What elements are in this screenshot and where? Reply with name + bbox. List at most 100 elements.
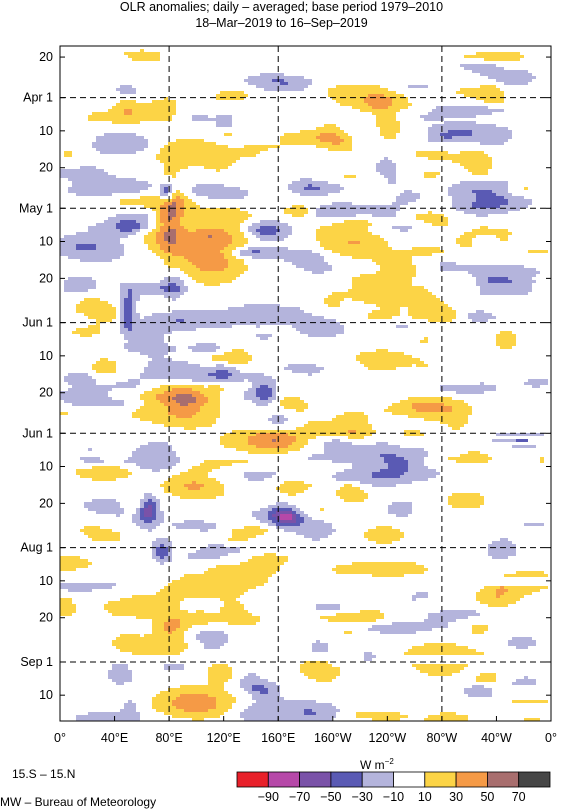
anomaly-cell [172, 202, 176, 205]
anomaly-cell [164, 391, 200, 394]
anomaly-cell [292, 190, 340, 193]
anomaly-cell [164, 202, 172, 205]
anomaly-cell [392, 202, 408, 205]
anomaly-cell [252, 685, 264, 688]
anomaly-cell [80, 334, 92, 337]
anomaly-cell [84, 502, 120, 505]
anomaly-cell [336, 490, 364, 493]
anomaly-cell [496, 235, 508, 238]
anomaly-cell [280, 490, 304, 493]
anomaly-cell [156, 220, 160, 223]
anomaly-cell [64, 151, 72, 154]
anomaly-cell [152, 514, 156, 517]
anomaly-cell [316, 235, 380, 238]
anomaly-cell [256, 403, 268, 406]
anomaly-cell [464, 211, 508, 214]
anomaly-cell [152, 499, 160, 502]
anomaly-cell [368, 313, 400, 316]
anomaly-cell [88, 535, 120, 538]
anomaly-cell [144, 367, 236, 370]
anomaly-cell [364, 655, 376, 658]
anomaly-cell [272, 514, 280, 517]
y-tick-label: 20 [39, 50, 53, 64]
anomaly-cell [124, 304, 132, 307]
anomaly-cell [96, 223, 116, 226]
anomaly-cell [380, 268, 416, 271]
y-tick-label: 20 [39, 496, 53, 510]
anomaly-cell [132, 298, 140, 301]
anomaly-cell [248, 82, 280, 85]
anomaly-cell [228, 361, 248, 364]
anomaly-cell [192, 718, 204, 721]
anomaly-cell [280, 517, 292, 520]
anomaly-cell [120, 295, 128, 298]
anomaly-cell [84, 505, 120, 508]
anomaly-cell [68, 277, 92, 280]
anomaly-cell [472, 172, 488, 175]
anomaly-cell [428, 319, 452, 322]
anomaly-cell [476, 277, 488, 280]
anomaly-cell [392, 97, 408, 100]
anomaly-cell [324, 247, 392, 250]
anomaly-cell [216, 169, 220, 172]
anomaly-cell [432, 124, 496, 127]
anomaly-cell [144, 514, 152, 517]
anomaly-cell [108, 670, 132, 673]
anomaly-cell [152, 556, 160, 559]
anomaly-cell [292, 214, 304, 217]
anomaly-cell [476, 52, 520, 55]
anomaly-cell [448, 424, 464, 427]
anomaly-cell [216, 124, 232, 127]
anomaly-cell [280, 82, 288, 85]
anomaly-cell [204, 394, 220, 397]
anomaly-cell [172, 631, 184, 634]
anomaly-cell [328, 619, 376, 622]
anomaly-cell [432, 223, 448, 226]
anomaly-cell [404, 430, 420, 433]
anomaly-cell [124, 346, 176, 349]
anomaly-cell [76, 472, 132, 475]
anomaly-cell [524, 382, 548, 385]
anomaly-cell [376, 349, 388, 352]
anomaly-cell [108, 601, 180, 604]
anomaly-cell [152, 358, 172, 361]
anomaly-cell [312, 538, 320, 541]
anomaly-cell [76, 244, 96, 247]
anomaly-cell [332, 475, 372, 478]
y-tick-label: 20 [39, 271, 53, 285]
anomaly-cell [388, 505, 412, 508]
anomaly-cell [476, 280, 488, 283]
anomaly-cell [164, 544, 172, 547]
anomaly-cell [472, 628, 488, 631]
anomaly-cell [228, 538, 248, 541]
anomaly-cell [472, 319, 488, 322]
anomaly-cell [60, 247, 76, 250]
anomaly-cell [192, 415, 220, 418]
anomaly-cell [376, 304, 448, 307]
anomaly-cell [124, 334, 164, 337]
anomaly-cell [216, 565, 280, 568]
anomaly-cell [500, 538, 508, 541]
anomaly-cell [196, 637, 228, 640]
anomaly-cell [220, 91, 244, 94]
anomaly-cell [508, 640, 536, 643]
anomaly-cell [452, 136, 512, 139]
anomaly-cell [120, 328, 128, 331]
anomaly-cell [516, 679, 536, 682]
anomaly-cell [356, 430, 376, 433]
anomaly-cell [128, 379, 140, 382]
anomaly-cell [424, 220, 448, 223]
anomaly-cell [260, 520, 272, 523]
anomaly-cell [188, 346, 220, 349]
anomaly-cell [292, 205, 304, 208]
anomaly-cell [296, 436, 316, 439]
anomaly-cell [288, 433, 372, 436]
anomaly-cell [136, 409, 168, 412]
anomaly-cell [380, 127, 400, 130]
anomaly-cell [340, 487, 360, 490]
anomaly-cell [184, 427, 196, 430]
x-tick-label: 0° [54, 731, 66, 745]
anomaly-cell [140, 394, 156, 397]
anomaly-cell [176, 202, 184, 205]
anomaly-cell [276, 526, 332, 529]
